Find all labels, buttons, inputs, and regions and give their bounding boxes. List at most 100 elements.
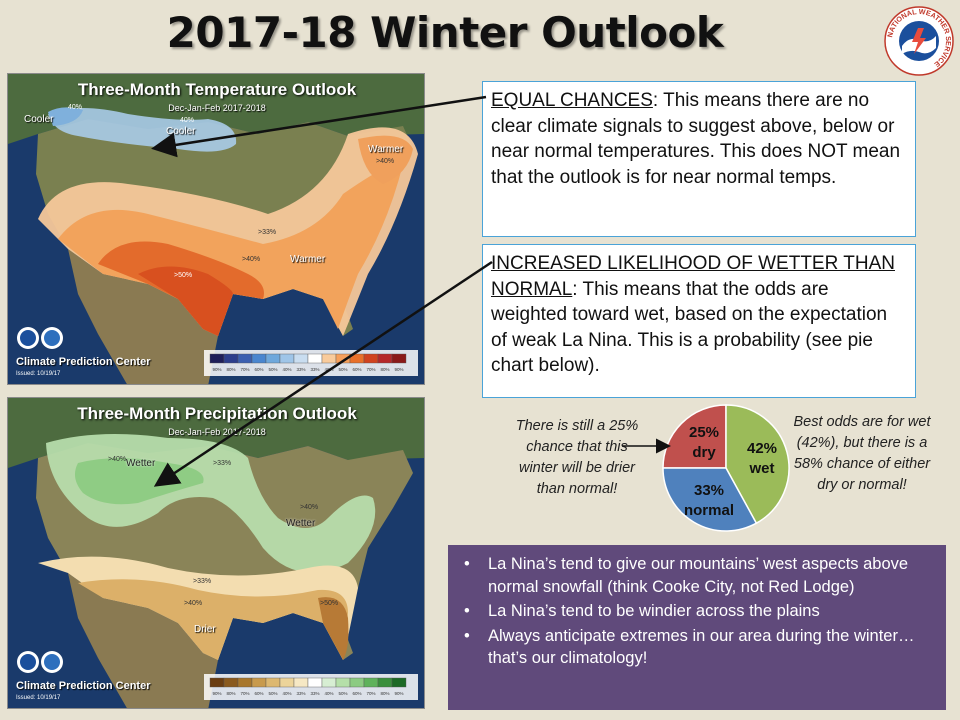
map-title: Three-Month Temperature Outlook bbox=[77, 80, 357, 99]
legend-swatch bbox=[237, 353, 253, 364]
legend-swatch bbox=[363, 353, 379, 364]
legend-swatch bbox=[321, 677, 337, 688]
legend-swatch bbox=[223, 677, 239, 688]
legend-swatch bbox=[307, 353, 323, 364]
legend-tick: 33% bbox=[296, 367, 305, 372]
legend-tick: 80% bbox=[226, 691, 235, 696]
legend-swatch bbox=[209, 353, 225, 364]
legend-tick: 50% bbox=[268, 691, 277, 696]
percent-label: 40% bbox=[68, 104, 83, 111]
legend-swatch bbox=[377, 677, 393, 688]
legend-tick: 50% bbox=[338, 691, 347, 696]
pie-label-wet: 42% wet bbox=[732, 439, 792, 479]
warmer-label: Warmer bbox=[368, 144, 404, 155]
warmer-label: Warmer bbox=[290, 254, 326, 265]
cpc-credit: Climate Prediction Center bbox=[16, 680, 151, 692]
legend-tick: 80% bbox=[226, 367, 235, 372]
issued-date: Issued: 10/19/17 bbox=[16, 371, 61, 377]
map-title: Three-Month Precipitation Outlook bbox=[77, 404, 357, 423]
cpc-credit: Climate Prediction Center bbox=[16, 356, 151, 368]
percent-label: >40% bbox=[242, 256, 261, 263]
legend-tick: 70% bbox=[366, 691, 375, 696]
legend-tick: 40% bbox=[324, 367, 333, 372]
pie-slice-dry bbox=[662, 404, 727, 469]
pie-wet-pct: 42% bbox=[746, 440, 778, 457]
legend-swatch bbox=[349, 677, 365, 688]
legend-swatch bbox=[307, 677, 323, 688]
cooler-label: Cooler bbox=[166, 126, 196, 137]
legend-tick: 40% bbox=[282, 691, 291, 696]
legend-tick: 60% bbox=[254, 691, 263, 696]
pie-dry-name: dry bbox=[692, 444, 716, 461]
legend-tick: 90% bbox=[212, 691, 221, 696]
noaa-nws-logos bbox=[17, 651, 63, 673]
legend-tick: 40% bbox=[282, 367, 291, 372]
legend-swatch bbox=[335, 677, 351, 688]
pie-slice-wet bbox=[725, 404, 790, 525]
legend-tick: 33% bbox=[296, 691, 305, 696]
legend-swatch bbox=[293, 677, 309, 688]
percent-label: >50% bbox=[320, 600, 339, 607]
legend-swatch bbox=[265, 353, 281, 364]
wetter-heading: INCREASED LIKELIHOOD OF WETTER THAN NORM… bbox=[491, 253, 895, 300]
percent-label: >40% bbox=[376, 158, 395, 165]
pie-normal-pct: 33% bbox=[693, 482, 725, 499]
dry-chance-note: There is still a 25% chance that this wi… bbox=[515, 418, 639, 497]
pie-dry-pct: 25% bbox=[688, 424, 720, 441]
legend-tick: 90% bbox=[212, 367, 221, 372]
legend-swatch bbox=[349, 353, 365, 364]
legend-tick: 40% bbox=[324, 691, 333, 696]
percent-label: >33% bbox=[213, 460, 232, 467]
cooler-label: Cooler bbox=[24, 114, 54, 125]
legend-tick: 90% bbox=[394, 691, 403, 696]
percent-label: >40% bbox=[108, 456, 127, 463]
percent-label: >33% bbox=[258, 229, 277, 236]
legend-swatch bbox=[279, 353, 295, 364]
legend-tick: 33% bbox=[310, 367, 319, 372]
legend-swatch bbox=[251, 353, 267, 364]
nws-logo-icon: NATIONAL WEATHER SERVICE bbox=[884, 6, 954, 76]
legend-tick: 50% bbox=[268, 367, 277, 372]
legend-swatch bbox=[391, 353, 407, 364]
percent-label: >50% bbox=[174, 272, 193, 279]
pie-wet-name: wet bbox=[749, 460, 775, 477]
percent-label: 40% bbox=[180, 117, 195, 124]
legend-swatch bbox=[321, 353, 337, 364]
legend-tick: 90% bbox=[394, 367, 403, 372]
legend-tick: 80% bbox=[380, 691, 389, 696]
legend-tick: 70% bbox=[366, 367, 375, 372]
legend-tick: 70% bbox=[240, 691, 249, 696]
legend-tick: 33% bbox=[310, 691, 319, 696]
legend-swatch bbox=[251, 677, 267, 688]
wetter-box: INCREASED LIKELIHOOD OF WETTER THAN NORM… bbox=[482, 244, 916, 398]
key-points-box: La Nina’s tend to give our mountains’ we… bbox=[448, 545, 946, 710]
drier-label: Drier bbox=[194, 624, 216, 635]
percent-label: >40% bbox=[300, 504, 319, 511]
legend-swatch bbox=[391, 677, 407, 688]
precipitation-outlook-map: 90% 80% 70% 60% 50% 40% 33% 33% 40% 50% 60% 70% 80% 9… bbox=[7, 397, 425, 709]
legend-swatch bbox=[265, 677, 281, 688]
odds-note: Best odds are for wet (42%), but there i… bbox=[793, 414, 931, 493]
legend-tick: 80% bbox=[380, 367, 389, 372]
percent-label: >33% bbox=[193, 578, 212, 585]
bullet-item: La Nina’s tend to give our mountains’ we… bbox=[460, 553, 934, 598]
legend-swatch bbox=[209, 677, 225, 688]
pie-normal-name: normal bbox=[683, 502, 734, 519]
legend-swatch bbox=[279, 677, 295, 688]
legend-tick: 60% bbox=[352, 691, 361, 696]
bullet-item: La Nina’s tend to be windier across the … bbox=[460, 600, 934, 623]
wetter-label: Wetter bbox=[126, 458, 156, 469]
odds-pie-chart: 25% dry 42% wet 33% normal bbox=[656, 403, 796, 533]
pie-label-dry: 25% dry bbox=[674, 423, 734, 463]
legend-swatch bbox=[377, 353, 393, 364]
percent-label: >40% bbox=[184, 600, 203, 607]
temperature-outlook-map: 90% 80% 70% 60% 50% 40% 33% 33% 40% 50% 60% 70% 80% 9… bbox=[7, 73, 425, 385]
legend-swatch bbox=[335, 353, 351, 364]
legend-swatch bbox=[363, 677, 379, 688]
legend-tick: 50% bbox=[338, 367, 347, 372]
wetter-label: Wetter bbox=[286, 518, 316, 529]
equal-chances-text: : This means there are no clear climate … bbox=[491, 90, 901, 188]
bullet-item: Always anticipate extremes in our area d… bbox=[460, 625, 934, 670]
equal-chances-box: EQUAL CHANCES: This means there are no c… bbox=[482, 81, 916, 237]
noaa-nws-logos bbox=[17, 327, 63, 349]
